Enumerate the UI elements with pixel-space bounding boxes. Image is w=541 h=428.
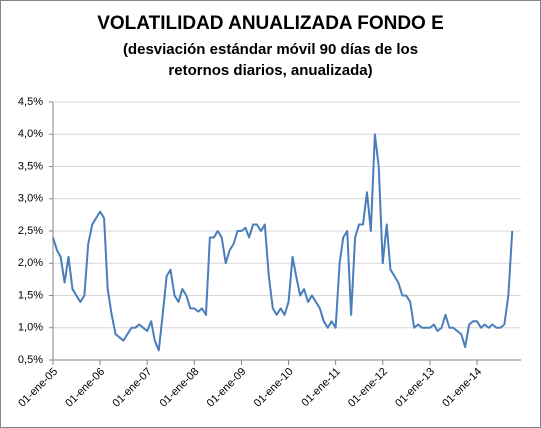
x-tick-label: 01-ene-09 [205, 366, 249, 410]
chart-subtitle: (desviación estándar móvil 90 días de lo… [122, 41, 419, 79]
y-tick-label: 0,5% [18, 354, 43, 366]
x-tick-label: 01-ene-06 [63, 366, 107, 410]
x-tick-label: 01-ene-11 [299, 366, 342, 409]
y-tick-label: 1,5% [18, 289, 43, 301]
y-tick-label: 3,0% [18, 193, 43, 205]
y-tick-label: 2,5% [18, 225, 43, 237]
x-tick-label: 01-ene-05 [16, 366, 60, 410]
header: VOLATILIDAD ANUALIZADA FONDO E (desviaci… [1, 13, 540, 81]
x-tick-label: 01-ene-07 [110, 366, 154, 410]
chart-title: VOLATILIDAD ANUALIZADA FONDO E [97, 13, 444, 34]
x-tick-label: 01-ene-08 [157, 366, 201, 410]
y-tick-label: 2,0% [18, 257, 43, 269]
y-tick-label: 4,0% [18, 128, 43, 140]
y-tick-label: 1,0% [18, 322, 43, 334]
y-tick-label: 3,5% [18, 160, 43, 172]
x-tick-label: 01-ene-13 [393, 366, 437, 410]
x-tick-label: 01-ene-12 [346, 366, 390, 410]
x-tick-label: 01-ene-14 [440, 366, 484, 410]
x-tick-label: 01-ene-10 [252, 366, 296, 410]
y-tick-label: 4,5% [18, 96, 43, 108]
data-line [52, 133, 514, 352]
